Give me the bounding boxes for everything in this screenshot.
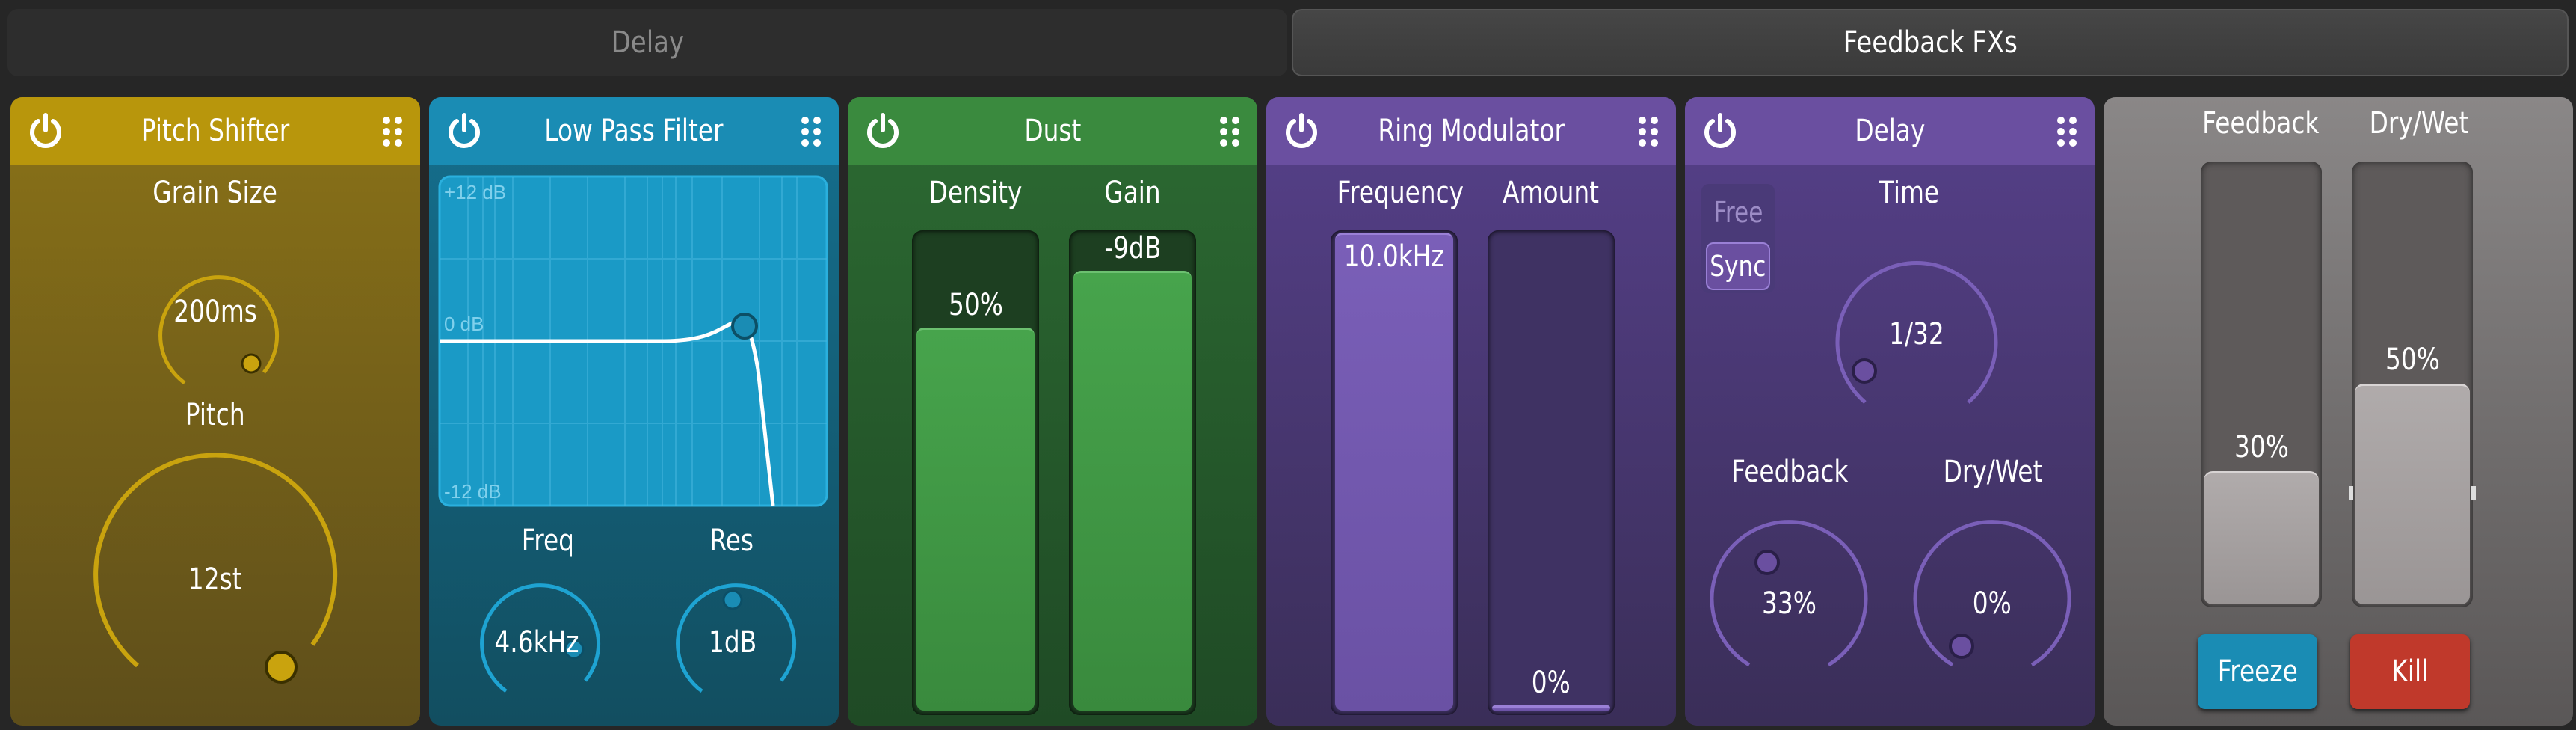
res-knob[interactable]: [665, 576, 800, 711]
drywet-label: Dry/Wet: [1943, 455, 2043, 489]
freq-knob[interactable]: [469, 576, 604, 711]
time-value: 1/32: [1889, 317, 1944, 352]
master-feedback-label: Feedback: [2201, 106, 2320, 141]
low-pass-filter-header[interactable]: [429, 97, 839, 165]
delay-panel: Delay Free Sync Time 1/32 Feedback 33% D…: [1685, 97, 2095, 726]
dust-panel: Dust Density 50% Gain -9dB: [848, 97, 1257, 726]
ring-modulator-panel: Ring Modulator Frequency 10.0kHz Amount …: [1266, 97, 1676, 726]
power-icon[interactable]: [25, 111, 66, 151]
graph-top-label: +12 dB: [444, 181, 507, 203]
drag-handle-icon[interactable]: [1218, 115, 1241, 148]
delay-header[interactable]: [1685, 97, 2095, 165]
drywet-value: 0%: [1972, 586, 2012, 621]
tab-bar: Delay Feedback FXs: [7, 9, 2569, 76]
density-fill: [916, 328, 1035, 711]
free-button[interactable]: Free: [1713, 196, 1763, 229]
pitch-shifter-header[interactable]: [10, 97, 420, 165]
ring-modulator-header[interactable]: [1266, 97, 1676, 165]
time-label: Time: [1879, 176, 1940, 210]
master-feedback-fill: [2204, 471, 2319, 604]
drag-handle-icon[interactable]: [381, 115, 404, 148]
grain-size-knob[interactable]: [148, 268, 283, 402]
low-pass-filter-title: Low Pass Filter: [544, 114, 724, 148]
feedback-value: 33%: [1761, 586, 1817, 621]
density-label: Density: [928, 176, 1023, 210]
ring-modulator-title: Ring Modulator: [1378, 114, 1565, 148]
master-drywet-label: Dry/Wet: [2369, 106, 2469, 141]
feedback-knob[interactable]: [1703, 518, 1875, 690]
frequency-slider[interactable]: [1331, 230, 1458, 715]
frequency-label: Frequency: [1337, 176, 1464, 210]
sync-button[interactable]: Sync: [1706, 242, 1770, 290]
pitch-shifter-title: Pitch Shifter: [141, 114, 290, 148]
time-knob[interactable]: [1805, 244, 2029, 423]
tab-delay[interactable]: Delay: [7, 9, 1287, 76]
freq-value: 4.6kHz: [494, 625, 579, 660]
frequency-value: 10.0kHz: [1344, 239, 1444, 274]
density-slider[interactable]: [912, 230, 1039, 715]
kill-button[interactable]: Kill: [2350, 634, 2470, 709]
power-icon[interactable]: [1281, 111, 1322, 151]
amount-label: Amount: [1503, 176, 1600, 210]
pitch-label: Pitch: [185, 398, 245, 432]
frequency-fill: [1335, 233, 1453, 711]
drywet-knob[interactable]: [1906, 518, 2078, 690]
pitch-value: 12st: [188, 562, 242, 597]
tab-delay-label: Delay: [611, 25, 684, 60]
drag-handle-icon[interactable]: [800, 115, 822, 148]
tab-feedback-fxs[interactable]: Feedback FXs: [1292, 9, 2569, 76]
gain-fill: [1073, 271, 1192, 711]
power-icon[interactable]: [1700, 111, 1740, 151]
gain-slider[interactable]: [1069, 230, 1196, 715]
amount-slider[interactable]: [1488, 230, 1615, 715]
density-value: 50%: [948, 288, 1003, 322]
res-label: Res: [709, 524, 754, 558]
grain-size-label: Grain Size: [152, 176, 278, 210]
master-drywet-fill: [2355, 384, 2470, 604]
drywet-center-mark: [2349, 486, 2353, 500]
amount-fill: [1492, 705, 1610, 711]
feedback-label: Feedback: [1731, 455, 1849, 489]
pitch-shifter-panel: Pitch Shifter Grain Size 200ms Pitch 12s…: [10, 97, 420, 726]
master-feedback-value: 30%: [2234, 430, 2289, 464]
filter-response-graph[interactable]: [438, 175, 828, 507]
master-drywet-slider[interactable]: [2352, 162, 2473, 607]
freq-label: Freq: [521, 524, 575, 558]
master-panel: Feedback 30% Dry/Wet 50% Freeze Kill: [2104, 97, 2573, 726]
amount-value: 0%: [1531, 666, 1571, 700]
gain-value: -9dB: [1103, 231, 1162, 266]
graph-mid-label: 0 dB: [444, 313, 484, 335]
res-value: 1dB: [708, 625, 757, 660]
drag-handle-icon[interactable]: [2056, 115, 2078, 148]
drag-handle-icon[interactable]: [1637, 115, 1660, 148]
low-pass-filter-panel: Low Pass Filter +12 dB 0 dB -12 dB Freq …: [429, 97, 839, 726]
dust-title: Dust: [1023, 114, 1082, 148]
master-drywet-value: 50%: [2385, 343, 2440, 377]
freeze-button[interactable]: Freeze: [2198, 634, 2317, 709]
delay-title: Delay: [1854, 114, 1926, 148]
gain-label: Gain: [1104, 176, 1161, 210]
power-icon[interactable]: [863, 111, 903, 151]
drywet-center-mark: [2471, 486, 2476, 500]
pitch-knob[interactable]: [88, 450, 342, 705]
power-icon[interactable]: [444, 111, 484, 151]
dust-header[interactable]: [848, 97, 1257, 165]
master-feedback-slider[interactable]: [2201, 162, 2322, 607]
graph-bottom-label: -12 dB: [444, 480, 502, 503]
tab-feedback-fxs-label: Feedback FXs: [1843, 25, 2018, 60]
grain-size-value: 200ms: [173, 295, 257, 329]
